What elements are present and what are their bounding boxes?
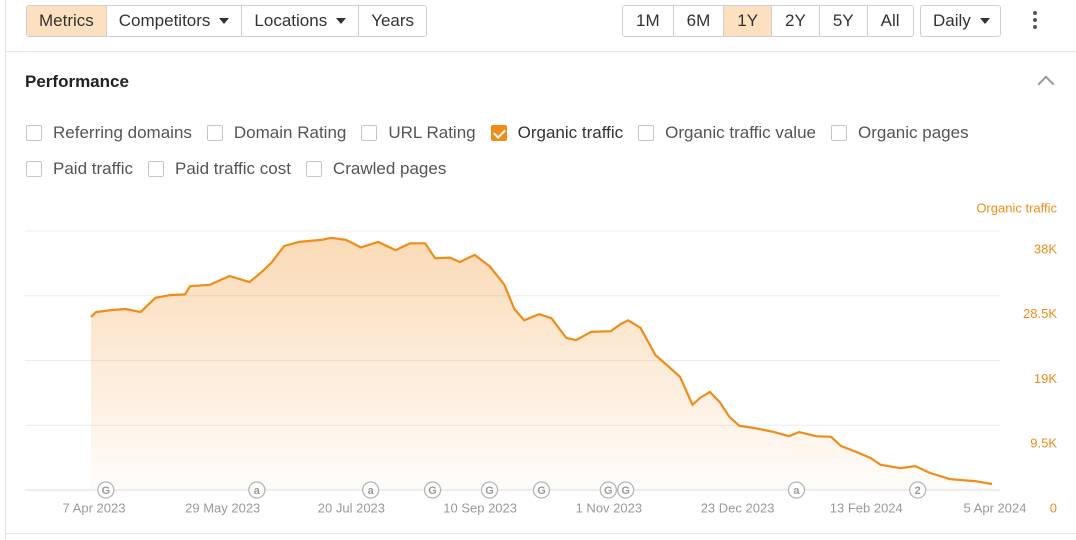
range-button[interactable]: 6M bbox=[672, 6, 724, 36]
x-tick-label: 5 Apr 2024 bbox=[964, 500, 1027, 515]
annotation-marker bbox=[787, 481, 806, 499]
checkbox[interactable] bbox=[26, 125, 42, 141]
annotation-label: G bbox=[604, 485, 613, 497]
metric-label: Organic traffic bbox=[517, 123, 624, 142]
metric-label: URL Rating bbox=[388, 123, 476, 142]
range-button-label: 6M bbox=[686, 11, 711, 30]
range-button-label: 2Y bbox=[785, 11, 806, 30]
caret bbox=[336, 18, 347, 24]
metric-label: Paid traffic cost bbox=[175, 159, 291, 178]
annotation-marker bbox=[97, 481, 115, 499]
metric-label: Organic pages bbox=[858, 123, 969, 142]
metric-checkbox[interactable]: Domain Rating bbox=[206, 122, 347, 144]
x-tick-label: 23 Dec 2023 bbox=[701, 500, 775, 515]
checkbox[interactable] bbox=[831, 125, 847, 141]
annotation-label: a bbox=[793, 485, 800, 497]
range-button-label: 5Y bbox=[832, 11, 854, 30]
y-tick-label: 28.5K bbox=[1023, 306, 1057, 321]
y-tick-label: 9.5K bbox=[1030, 436, 1057, 451]
range-button[interactable]: 1M bbox=[623, 6, 673, 36]
x-tick-label: 13 Feb 2024 bbox=[830, 500, 903, 515]
x-tick-label: 1 Nov 2023 bbox=[576, 500, 643, 515]
metric-checkbox[interactable]: Crawled pages bbox=[305, 158, 447, 180]
separator bbox=[6, 51, 1076, 52]
annotation-marker bbox=[909, 481, 927, 499]
checkbox[interactable] bbox=[26, 161, 42, 177]
range-button[interactable]: 5Y bbox=[818, 6, 867, 36]
metric-label: Organic traffic value bbox=[665, 123, 816, 142]
metric-checkbox[interactable]: Referring domains bbox=[26, 122, 192, 144]
annotation-label: 2 bbox=[915, 485, 921, 497]
x-tick-label: 10 Sep 2023 bbox=[443, 500, 517, 515]
left-border bbox=[5, 0, 6, 540]
y-tick-label: 19K bbox=[1034, 371, 1057, 386]
annotation-marker bbox=[248, 481, 266, 499]
line bbox=[90, 236, 993, 486]
metric-checkbox[interactable]: Paid traffic bbox=[26, 158, 133, 180]
checkbox[interactable] bbox=[206, 125, 223, 141]
range-button-label: 1Y bbox=[737, 11, 759, 30]
x-tick-label: 7 Apr 2023 bbox=[63, 500, 126, 515]
annotation-marker bbox=[480, 481, 499, 499]
y-tick-label: 0 bbox=[1050, 500, 1057, 515]
range-group: 1M 6M 1Y 2Y 5Y All bbox=[622, 5, 914, 37]
metric-checkbox[interactable]: Organic pages bbox=[831, 122, 969, 144]
x-tick-label: 20 Jul 2023 bbox=[318, 500, 385, 515]
separator bbox=[6, 533, 1076, 534]
annotation-label: a bbox=[254, 485, 261, 497]
range-button[interactable]: 2Y bbox=[771, 6, 819, 36]
tab[interactable]: Years bbox=[358, 6, 427, 36]
checkbox[interactable] bbox=[490, 125, 507, 141]
annotation-label: G bbox=[102, 485, 111, 497]
annotation-marker bbox=[362, 481, 380, 499]
checkbox[interactable] bbox=[148, 161, 165, 177]
metric-label: Paid traffic bbox=[53, 159, 134, 178]
checkbox[interactable] bbox=[361, 125, 378, 141]
metric-label: Domain Rating bbox=[233, 123, 347, 142]
interval-dropdown[interactable]: Daily bbox=[920, 5, 1001, 37]
checkbox[interactable] bbox=[305, 161, 322, 177]
range-button-label: 1M bbox=[636, 11, 660, 30]
range-button-label: All bbox=[880, 11, 900, 30]
annotation-label: G bbox=[537, 485, 546, 497]
y-axis-title: Organic traffic bbox=[976, 200, 1057, 215]
more-menu[interactable] bbox=[1033, 11, 1037, 32]
annotation-marker bbox=[599, 481, 617, 499]
metric-label: Crawled pages bbox=[332, 159, 447, 178]
tab-label: Years bbox=[371, 11, 415, 30]
metric-checkbox[interactable]: URL Rating bbox=[361, 122, 476, 144]
metric-checkbox[interactable]: Organic traffic value bbox=[638, 122, 816, 144]
tab[interactable]: Locations bbox=[241, 6, 359, 36]
area-fill bbox=[91, 237, 992, 490]
annotation-label: G bbox=[428, 485, 437, 497]
range-button[interactable]: 1Y bbox=[723, 6, 772, 36]
metric-checkbox[interactable]: Paid traffic cost bbox=[148, 158, 291, 180]
tab-label: Metrics bbox=[39, 11, 94, 30]
annotation-marker bbox=[423, 481, 442, 499]
metric-list: Referring domains Domain Rating URL Rating… bbox=[26, 122, 1036, 180]
tab[interactable]: Competitors bbox=[105, 6, 242, 36]
y-tick-label: 38K bbox=[1034, 241, 1057, 256]
tab-label: Locations bbox=[254, 11, 328, 30]
annotation-marker bbox=[617, 481, 635, 499]
metric-checkbox[interactable]: Organic traffic bbox=[490, 122, 624, 144]
panel-title: Performance bbox=[25, 72, 129, 91]
caret bbox=[219, 18, 230, 24]
annotation-label: a bbox=[368, 485, 375, 497]
annotation-marker bbox=[532, 481, 551, 499]
annotation-label: G bbox=[485, 485, 494, 497]
caret bbox=[979, 18, 990, 24]
metric-label: Referring domains bbox=[53, 123, 192, 142]
annotation-label: G bbox=[621, 485, 630, 497]
tab-label: Competitors bbox=[118, 11, 211, 30]
interval-label: Daily bbox=[933, 11, 971, 30]
tab[interactable]: Metrics bbox=[27, 6, 106, 36]
tab-group: Metrics Competitors Locations Years bbox=[26, 5, 428, 37]
checkbox[interactable] bbox=[638, 125, 655, 141]
x-tick-label: 29 May 2023 bbox=[185, 500, 260, 515]
range-button[interactable]: All bbox=[866, 6, 913, 36]
